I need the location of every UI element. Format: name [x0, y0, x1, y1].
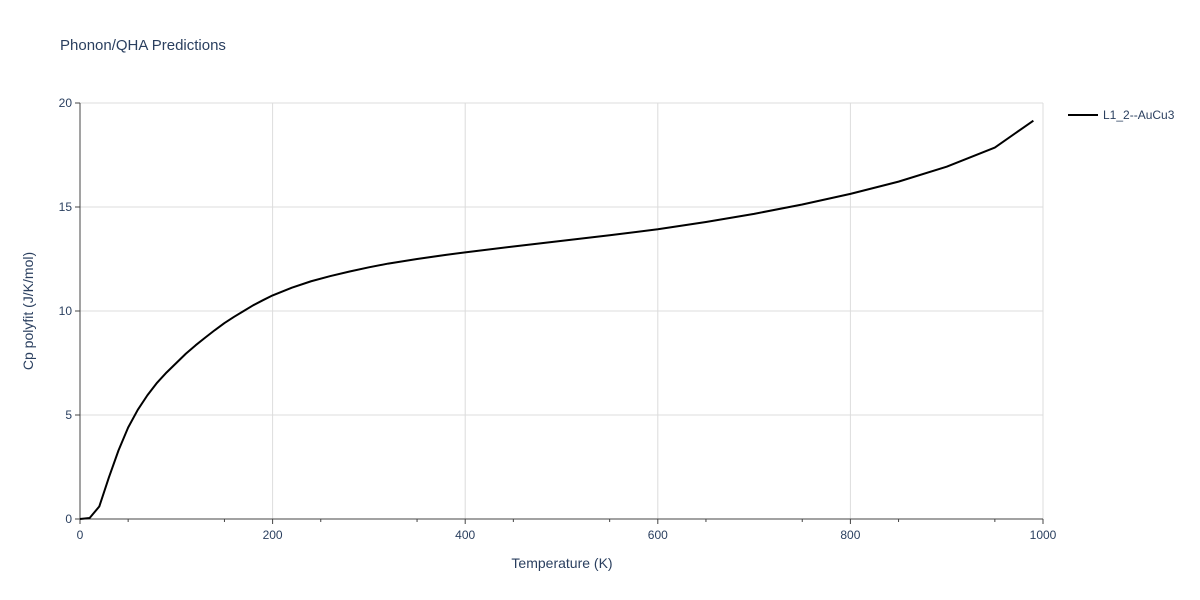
y-tick-label: 5 — [65, 408, 72, 422]
x-tick-label: 600 — [648, 528, 668, 542]
x-tick-label: 0 — [77, 528, 84, 542]
tick-labels: 0 200 400 600 800 1000 0 5 10 15 20 — [59, 96, 1057, 542]
y-tick-label: 20 — [59, 96, 73, 110]
legend-label: L1_2--AuCu3 — [1103, 108, 1175, 122]
x-tick-label: 200 — [263, 528, 283, 542]
y-tick-label: 10 — [59, 304, 73, 318]
series-line — [79, 119, 1034, 520]
y-axis-title: Cp polyfit (J/K/mol) — [20, 252, 36, 370]
chart-title: Phonon/QHA Predictions — [60, 37, 226, 54]
grid-lines — [80, 102, 1044, 519]
y-tick-label: 0 — [65, 512, 72, 526]
series-group — [79, 119, 1034, 520]
x-tick-label: 400 — [455, 528, 475, 542]
legend[interactable]: L1_2--AuCu3 — [1068, 108, 1175, 122]
y-tick-label: 15 — [59, 200, 73, 214]
x-tick-label: 800 — [840, 528, 860, 542]
x-axis-title: Temperature (K) — [511, 555, 612, 571]
axes — [75, 102, 1044, 524]
x-tick-label: 1000 — [1030, 528, 1057, 542]
